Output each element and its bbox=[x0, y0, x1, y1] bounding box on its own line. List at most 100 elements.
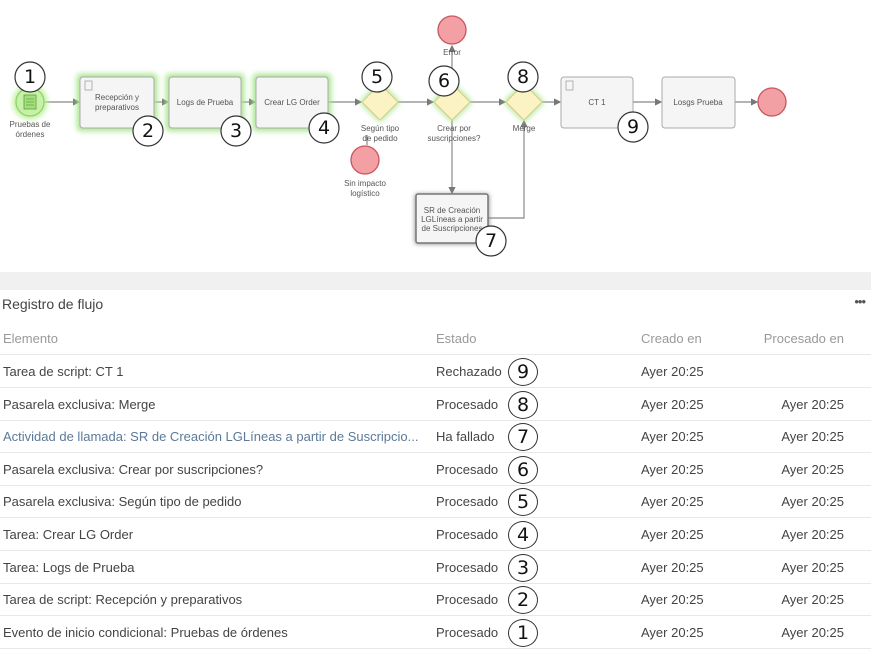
task-losgs-prueba[interactable]: Losgs Prueba bbox=[661, 76, 736, 129]
row-elemento: Evento de inicio condicional: Pruebas de… bbox=[3, 624, 288, 640]
end-label: Error bbox=[443, 48, 461, 57]
row-elemento: Tarea de script: Recepción y preparativo… bbox=[3, 592, 243, 608]
process-diagram: Pruebas de órdenes Recepción y preparati… bbox=[0, 0, 871, 272]
step-badge: 5 bbox=[371, 66, 383, 88]
row-creado: Ayer 20:25 bbox=[641, 429, 704, 445]
task-label: preparativos bbox=[95, 103, 139, 112]
row-creado: Ayer 20:25 bbox=[641, 624, 704, 640]
row-estado: Ha fallado bbox=[436, 429, 495, 445]
task-crear-lg-order[interactable]: Crear LG Order bbox=[253, 74, 331, 131]
task-recepcion[interactable]: Recepción y preparativos bbox=[77, 74, 157, 131]
gateway-label: Crear por bbox=[437, 124, 471, 133]
col-procesado[interactable]: Procesado en bbox=[763, 331, 844, 346]
gateway-label: de pedido bbox=[362, 134, 398, 143]
task-ct1[interactable]: CT 1 bbox=[560, 76, 634, 129]
step-badge: 8 bbox=[508, 390, 538, 419]
row-estado: Procesado bbox=[436, 559, 499, 575]
row-elemento: Tarea de script: CT 1 bbox=[3, 364, 124, 379]
table-row[interactable]: Tarea: Logs de Prueba Procesado 3 Ayer 20:2… bbox=[0, 551, 871, 584]
panel-divider bbox=[0, 272, 871, 290]
step-badge: 1 bbox=[508, 618, 538, 647]
task-label: Losgs Prueba bbox=[673, 98, 723, 107]
row-elemento: Pasarela exclusiva: Crear por suscripcio… bbox=[3, 461, 264, 477]
row-creado: Ayer 20:25 bbox=[641, 559, 704, 575]
row-procesado: Ayer 20:25 bbox=[781, 592, 844, 608]
row-procesado: Ayer 20:25 bbox=[781, 461, 844, 477]
task-label: de Suscripciones bbox=[422, 224, 483, 233]
row-creado: Ayer 20:25 bbox=[641, 494, 704, 510]
gateway-merge[interactable]: Merge bbox=[504, 82, 544, 133]
step-badge: 6 bbox=[508, 455, 538, 484]
step-badge: 3 bbox=[230, 120, 242, 142]
call-activity-sr[interactable]: SR de Creación LGLíneas a partir de Susc… bbox=[415, 193, 489, 244]
end-event[interactable] bbox=[757, 87, 787, 117]
row-procesado: Ayer 20:25 bbox=[781, 527, 844, 542]
row-elemento: Tarea: Crear LG Order bbox=[3, 527, 134, 542]
row-elemento: Tarea: Logs de Prueba bbox=[3, 559, 135, 575]
task-label: Logs de Prueba bbox=[177, 98, 234, 107]
row-estado: Procesado bbox=[436, 461, 499, 477]
more-options-button[interactable]: ••• bbox=[854, 294, 866, 309]
table-row[interactable]: Evento de inicio condicional: Pruebas de… bbox=[0, 616, 871, 649]
task-label: LGLíneas a partir bbox=[421, 215, 483, 224]
step-badge: 2 bbox=[142, 120, 154, 142]
task-logs-de-prueba[interactable]: Logs de Prueba bbox=[166, 74, 244, 131]
step-badge: 4 bbox=[508, 521, 538, 549]
row-estado: Procesado bbox=[436, 527, 499, 542]
row-procesado: Ayer 20:25 bbox=[781, 624, 844, 640]
gateway-segun-tipo[interactable]: Según tipo de pedido bbox=[360, 82, 400, 143]
gateway-label: Según tipo bbox=[361, 124, 400, 133]
row-procesado: Ayer 20:25 bbox=[781, 494, 844, 510]
row-creado: Ayer 20:25 bbox=[641, 461, 704, 477]
task-label: Crear LG Order bbox=[264, 98, 320, 107]
row-procesado: Ayer 20:25 bbox=[781, 559, 844, 575]
step-badge: 4 bbox=[318, 117, 330, 139]
table-row[interactable]: Tarea: Crear LG Order Procesado 4 Ayer 20:2… bbox=[0, 518, 871, 551]
step-badge: 5 bbox=[508, 488, 538, 517]
task-label: Recepción y bbox=[95, 93, 139, 102]
end-event-error[interactable]: Error bbox=[437, 15, 467, 57]
step-badge: 2 bbox=[508, 586, 538, 615]
table-row[interactable]: Pasarela exclusiva: Merge Procesado 8 Ayer … bbox=[0, 388, 871, 421]
end-label: logístico bbox=[350, 189, 380, 198]
row-estado: Procesado bbox=[436, 592, 499, 608]
task-label: SR de Creación bbox=[424, 206, 480, 215]
gateway-label: Merge bbox=[513, 124, 536, 133]
col-creado[interactable]: Creado en bbox=[641, 331, 702, 346]
step-badge: 7 bbox=[508, 423, 538, 452]
table-row[interactable]: Pasarela exclusiva: Crear por suscripcio… bbox=[0, 453, 871, 486]
step-badge: 7 bbox=[485, 230, 497, 252]
end-event-sin-impacto[interactable]: Sin impacto logístico bbox=[344, 145, 386, 198]
row-estado: Rechazado bbox=[436, 364, 502, 379]
script-icon bbox=[84, 80, 93, 91]
step-badge: 3 bbox=[508, 553, 538, 582]
row-estado: Procesado bbox=[436, 396, 499, 412]
col-elemento[interactable]: Elemento bbox=[3, 331, 58, 346]
end-label: Sin impacto bbox=[344, 179, 386, 188]
step-badge: 6 bbox=[438, 70, 450, 92]
row-creado: Ayer 20:25 bbox=[641, 364, 704, 379]
step-badge: 1 bbox=[24, 66, 36, 88]
row-elemento[interactable]: Actividad de llamada: SR de Creación LGL… bbox=[3, 429, 419, 445]
row-estado: Procesado bbox=[436, 624, 499, 640]
col-estado[interactable]: Estado bbox=[436, 331, 477, 346]
row-estado: Procesado bbox=[436, 494, 499, 510]
table-row[interactable]: Tarea de script: Recepción y preparativo… bbox=[0, 583, 871, 617]
table-row[interactable]: Actividad de llamada: SR de Creación LGL… bbox=[0, 420, 871, 454]
row-elemento: Pasarela exclusiva: Según tipo de pedido bbox=[3, 494, 242, 510]
row-elemento: Pasarela exclusiva: Merge bbox=[3, 396, 156, 412]
row-procesado: Ayer 20:25 bbox=[781, 429, 844, 445]
row-creado: Ayer 20:25 bbox=[641, 592, 704, 608]
flow-log-panel: Registro de flujo ••• Elemento Estado Cr… bbox=[0, 290, 871, 649]
table-header: Elemento Estado Creado en Procesado en bbox=[0, 322, 871, 355]
row-creado: Ayer 20:25 bbox=[641, 396, 704, 412]
table-row[interactable]: Tarea de script: CT 1 Rechazado 9 Ayer 20:2… bbox=[0, 355, 871, 388]
step-badge: 9 bbox=[627, 116, 639, 138]
start-label: Pruebas de bbox=[10, 120, 51, 129]
table-row[interactable]: Pasarela exclusiva: Según tipo de pedido… bbox=[0, 485, 871, 519]
sequence-flows bbox=[44, 44, 759, 219]
start-label-2: órdenes bbox=[16, 130, 45, 139]
start-event[interactable]: Pruebas de órdenes bbox=[10, 85, 51, 139]
panel-title: Registro de flujo bbox=[2, 296, 104, 312]
task-label: CT 1 bbox=[588, 98, 606, 107]
